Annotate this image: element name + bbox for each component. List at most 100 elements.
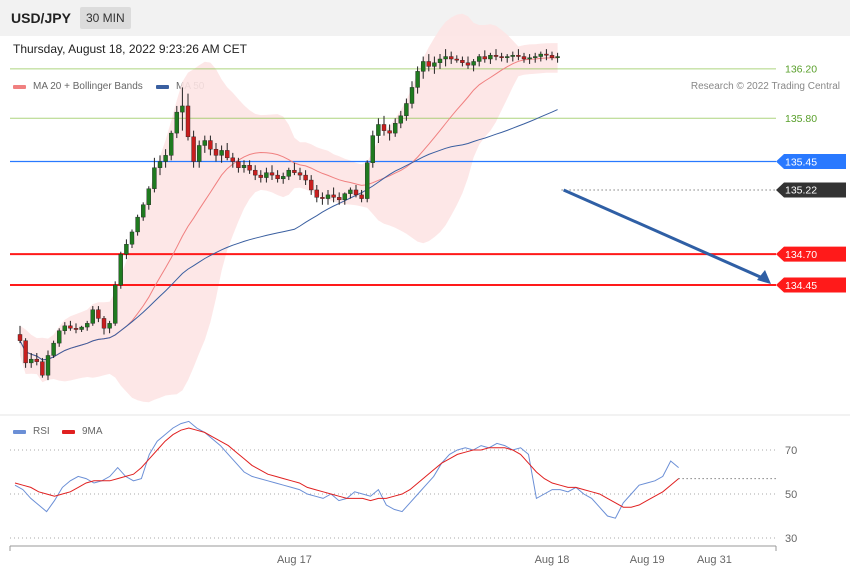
candle-body <box>320 197 325 199</box>
price-label-5: 134.45 <box>785 280 817 292</box>
candle-body <box>499 56 504 58</box>
candle-body <box>258 174 263 178</box>
candle-body <box>157 161 163 168</box>
candle-body <box>454 58 459 61</box>
candle-body <box>264 172 269 178</box>
candle-body <box>538 53 543 57</box>
candle-body <box>185 105 191 138</box>
candle-body <box>45 355 51 376</box>
candle-body <box>202 140 208 146</box>
candle-body <box>404 103 409 117</box>
candle-body <box>163 155 168 162</box>
candle-body <box>51 342 56 356</box>
candle-body <box>398 115 403 124</box>
legend-ma20-label: MA 20 + Bollinger Bands <box>33 81 143 92</box>
price-label-4: 134.70 <box>785 249 817 261</box>
candle-body <box>281 176 286 180</box>
price-label-0: 136.20 <box>785 64 817 76</box>
ma50-swatch <box>156 84 169 89</box>
price-label-box-4 <box>776 246 846 262</box>
candle-body <box>17 334 23 341</box>
candle-body <box>381 124 387 131</box>
candle-body <box>342 193 347 201</box>
price-label-box-3 <box>776 182 846 198</box>
candle-body <box>297 172 303 176</box>
candle-body <box>191 136 196 162</box>
candle-body <box>309 179 314 191</box>
candle-body <box>286 169 291 177</box>
price-levels <box>10 68 776 287</box>
legend-rsi-label: RSI <box>33 426 50 437</box>
candle-body <box>23 340 28 364</box>
ma20-swatch <box>13 84 26 89</box>
candle-body <box>230 157 236 162</box>
timeframe-badge[interactable]: 30 MIN <box>80 7 131 29</box>
candle-body <box>325 194 331 199</box>
candle-body <box>236 161 241 168</box>
symbol-label: USD/JPY <box>11 10 71 26</box>
candle-body <box>493 55 499 57</box>
candle-body <box>437 58 443 63</box>
candle-body <box>471 61 476 66</box>
x-tick-1: Aug 18 <box>535 554 570 566</box>
candle-body <box>348 189 353 194</box>
forecast-arrow-shaft <box>562 188 766 281</box>
candle-body <box>29 358 34 364</box>
candle-body <box>555 56 560 58</box>
candle-body <box>118 253 124 286</box>
candle-body <box>101 318 107 329</box>
moving-averages <box>19 57 558 361</box>
candle-body <box>135 216 140 233</box>
candle-body <box>96 309 101 319</box>
header-bar: USD/JPY 30 MIN <box>0 0 850 36</box>
candle-body <box>465 62 471 66</box>
legend-ma20: MA 20 + Bollinger Bands <box>13 81 143 92</box>
candle-body <box>180 105 185 113</box>
candle-body <box>40 361 45 376</box>
candle-body <box>432 62 437 67</box>
candle-body <box>84 323 90 328</box>
candle-body <box>224 150 230 159</box>
price-label-box-2 <box>776 154 846 170</box>
candle-body <box>112 284 118 324</box>
candle-body <box>387 130 392 134</box>
candle-body <box>90 309 96 324</box>
candle-body <box>443 56 448 60</box>
candle-body <box>527 57 532 60</box>
candle-body <box>275 174 280 180</box>
candle-body <box>252 169 258 176</box>
candle-body <box>152 167 157 189</box>
candle-body <box>521 56 527 60</box>
time-axis: Aug 17 Aug 18 Aug 19 Aug 31 <box>9 545 777 566</box>
candle-body <box>146 188 152 205</box>
candle-body <box>107 323 112 329</box>
rsi-tick-70: 70 <box>785 445 797 457</box>
legend-9ma: 9MA <box>62 426 103 437</box>
rsi-series-9ma <box>14 427 679 508</box>
ma9-swatch <box>62 429 75 434</box>
candle-body <box>376 124 381 136</box>
legend-rsi: RSI <box>13 426 50 437</box>
candle-body <box>73 328 79 330</box>
candle-body <box>549 55 555 58</box>
candle-body <box>140 204 146 218</box>
candle-body <box>393 123 398 134</box>
candle-body <box>174 111 180 134</box>
x-tick-2: Aug 19 <box>630 554 665 566</box>
candle-body <box>460 60 465 63</box>
candle-body <box>314 189 319 198</box>
candle-body <box>510 55 515 57</box>
candle-body <box>370 135 375 163</box>
candles <box>17 49 560 381</box>
legend-9ma-label: 9MA <box>82 426 103 437</box>
candle-body <box>292 169 297 173</box>
candle-body <box>247 165 252 171</box>
candle-body <box>516 55 521 57</box>
candle-body <box>303 174 308 181</box>
x-tick-3: Aug 31 <box>697 554 732 566</box>
candle-body <box>353 189 359 196</box>
candle-body <box>269 172 275 176</box>
price-labels: 136.20 135.80 135.45 135.22 134.70 134.45 <box>776 64 846 293</box>
price-label-2: 135.45 <box>785 156 817 168</box>
